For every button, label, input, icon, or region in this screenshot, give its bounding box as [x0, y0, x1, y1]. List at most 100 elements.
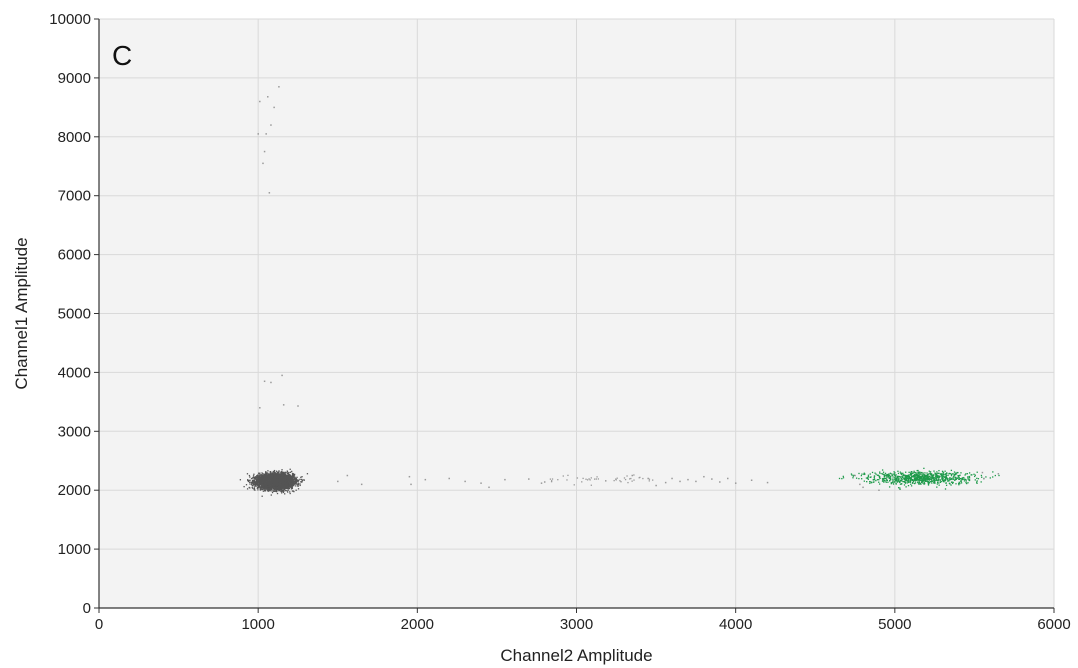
data-point [277, 488, 280, 490]
data-point [249, 476, 251, 478]
data-point [287, 477, 290, 479]
data-point [287, 489, 290, 491]
data-point [268, 480, 270, 482]
data-point [295, 485, 297, 487]
data-point [285, 489, 287, 492]
data-point [247, 479, 249, 481]
data-point [273, 487, 276, 489]
data-point [270, 486, 272, 488]
data-point [282, 477, 284, 479]
data-point [265, 473, 268, 475]
data-point [269, 473, 271, 475]
data-point [286, 475, 289, 477]
data-point [267, 477, 269, 480]
data-point [276, 476, 278, 478]
data-point [259, 488, 261, 490]
data-point [259, 475, 261, 477]
data-point [269, 484, 271, 486]
data-point [277, 474, 279, 476]
data-point [246, 473, 249, 475]
data-point [292, 475, 295, 477]
data-point [266, 479, 268, 481]
data-point [291, 485, 293, 487]
data-point [299, 484, 301, 487]
data-point [291, 490, 294, 492]
data-point [262, 477, 264, 479]
data-point [264, 489, 266, 492]
data-point [253, 473, 255, 475]
data-point [276, 492, 279, 495]
data-point [265, 471, 267, 474]
data-point [265, 488, 267, 491]
data-point [275, 470, 278, 472]
data-point [253, 484, 255, 486]
data-point [267, 474, 269, 476]
data-point [297, 482, 300, 484]
data-point [297, 480, 299, 483]
data-point [266, 481, 268, 483]
data-point [261, 488, 263, 490]
data-point [278, 474, 281, 476]
data-point [287, 481, 289, 483]
data-point [268, 485, 270, 488]
data-point [290, 485, 292, 487]
data-point [267, 481, 269, 483]
data-point [266, 477, 268, 479]
data-point [255, 482, 257, 484]
data-point [278, 487, 280, 489]
data-point [273, 469, 276, 472]
data-point [260, 481, 262, 483]
data-point [239, 479, 242, 481]
data-point [293, 475, 296, 477]
data-point [250, 481, 253, 484]
data-point [263, 488, 265, 490]
data-point [257, 483, 259, 485]
data-point [265, 475, 267, 477]
data-point [255, 481, 257, 483]
data-point [261, 480, 263, 482]
data-point [261, 486, 264, 488]
data-point [272, 486, 274, 489]
data-point [265, 484, 268, 486]
data-point [263, 480, 266, 483]
data-point [278, 489, 280, 491]
data-point [299, 478, 301, 480]
data-point [251, 485, 254, 487]
data-point [281, 477, 283, 479]
data-point [287, 473, 289, 476]
data-point [258, 484, 260, 486]
data-point [279, 475, 281, 477]
data-point [291, 470, 293, 473]
data-point [293, 473, 295, 476]
data-point [262, 487, 264, 489]
data-point [297, 485, 299, 487]
data-point [264, 484, 266, 486]
data-points [239, 86, 1000, 497]
data-point [283, 472, 286, 474]
data-point [260, 487, 262, 489]
data-point [281, 469, 283, 471]
data-point [292, 478, 294, 480]
data-point [267, 490, 269, 492]
data-point [280, 490, 283, 492]
data-point [293, 473, 296, 476]
data-point [278, 488, 280, 491]
data-point [269, 478, 271, 481]
data-point [293, 478, 295, 480]
data-point [266, 486, 268, 488]
data-point [269, 485, 271, 487]
data-point [271, 472, 273, 475]
data-point [272, 479, 274, 481]
data-point [289, 471, 292, 473]
data-point [257, 482, 259, 484]
data-point [276, 487, 278, 490]
data-point [277, 487, 279, 490]
data-point [270, 473, 272, 476]
data-point [266, 480, 268, 482]
data-point [252, 487, 254, 490]
data-point [281, 474, 283, 477]
data-point [280, 473, 282, 475]
data-point [267, 478, 269, 480]
data-point [280, 471, 282, 473]
data-point [290, 488, 293, 490]
